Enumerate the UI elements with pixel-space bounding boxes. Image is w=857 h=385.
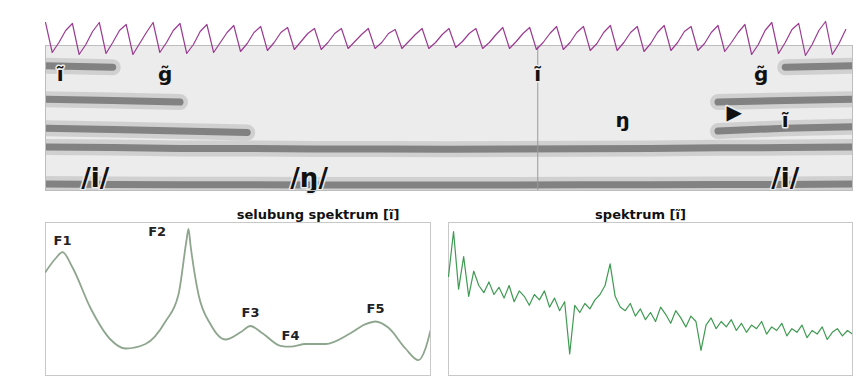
svg-text:/ŋ/: /ŋ/ xyxy=(290,163,328,193)
svg-text:F1: F1 xyxy=(54,233,72,248)
svg-text:F5: F5 xyxy=(367,301,385,316)
svg-text:F4: F4 xyxy=(282,328,300,343)
svg-text:▶: ▶ xyxy=(726,100,742,124)
svg-text:ŋ: ŋ xyxy=(615,108,629,132)
svg-text:spektrum [ĩ]: spektrum [ĩ] xyxy=(595,207,686,222)
svg-text:F2: F2 xyxy=(148,224,166,239)
svg-text:selubung spektrum [ĩ]: selubung spektrum [ĩ] xyxy=(237,207,400,222)
svg-text:g̃: g̃ xyxy=(754,62,768,86)
svg-text:/i/: /i/ xyxy=(81,163,109,193)
svg-text:ĩ: ĩ xyxy=(57,62,64,86)
svg-text:ĩ: ĩ xyxy=(534,62,541,86)
svg-text:/i/: /i/ xyxy=(771,163,799,193)
svg-text:g̃: g̃ xyxy=(158,62,172,86)
svg-text:F3: F3 xyxy=(242,305,260,320)
svg-text:ĩ: ĩ xyxy=(782,108,789,132)
